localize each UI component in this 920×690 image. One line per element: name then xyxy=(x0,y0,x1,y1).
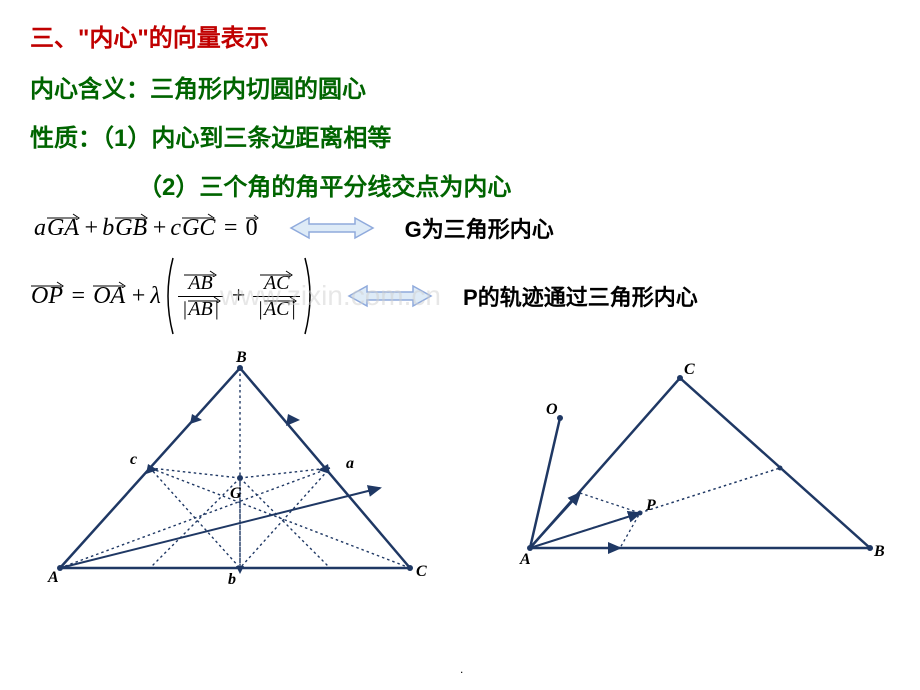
plus-frac: + xyxy=(230,283,246,310)
formula-row-2: OP = OA + λ AB |AB| + AC |AC| P的轨迹通过 xyxy=(30,256,890,336)
frac-AB: AB |AB| xyxy=(178,272,223,321)
label-A1: A xyxy=(47,569,59,586)
section-title: 三、"内心"的向量表示 xyxy=(30,18,890,53)
label-A2: A xyxy=(519,551,531,568)
eq-1: = xyxy=(222,215,238,242)
coef-c: c xyxy=(170,215,181,242)
label-B2: B xyxy=(873,543,885,560)
property-1: 性质：（1）内心到三条边距离相等 xyxy=(30,118,890,153)
result-1: G为三角形内心 xyxy=(405,212,554,244)
property-2: （2）三个角的角平分线交点为内心 xyxy=(138,167,890,202)
label-c: c xyxy=(130,451,137,468)
plus-3: + xyxy=(130,283,146,310)
vec-OA: OA xyxy=(93,283,125,310)
eq-2: = xyxy=(70,283,86,310)
diagrams-row: A B C G a b c A B C xyxy=(30,348,890,588)
label-C1: C xyxy=(416,563,427,580)
diagram-incenter: A B C G a b c xyxy=(30,348,450,588)
label-G: G xyxy=(230,485,242,502)
double-arrow-icon xyxy=(287,215,377,241)
prop1-text: （1）内心到三条边距离相等 xyxy=(102,125,391,152)
label-C2: C xyxy=(684,361,695,378)
frac-AC: AC |AC| xyxy=(253,272,300,321)
property-label: 性质： xyxy=(30,125,102,152)
vec-GA: GA xyxy=(47,215,79,242)
result-2: P的轨迹通过三角形内心 xyxy=(463,280,698,312)
vec-zero: 0 xyxy=(246,215,258,242)
footer-dot: . xyxy=(460,662,463,676)
label-O: O xyxy=(546,401,558,418)
formula-row-1: a GA + b GB + c GC = 0 G为三角形内心 xyxy=(30,212,890,244)
label-b: b xyxy=(228,571,236,588)
plus-1: + xyxy=(83,215,99,242)
coef-b: b xyxy=(102,215,114,242)
vec-OP: OP xyxy=(31,283,63,310)
formula-2: OP = OA + λ AB |AB| + AC |AC| xyxy=(30,256,317,336)
plus-2: + xyxy=(151,215,167,242)
diagram-locus: A B C O P xyxy=(500,348,890,568)
big-paren: AB |AB| + AC |AC| xyxy=(161,256,317,336)
formula-1: a GA + b GB + c GC = 0 xyxy=(34,215,259,242)
label-a: a xyxy=(346,455,354,472)
vec-GB: GB xyxy=(115,215,147,242)
meaning-line: 内心含义：三角形内切圆的圆心 xyxy=(30,69,890,104)
coef-a: a xyxy=(34,215,46,242)
double-arrow-icon-2 xyxy=(345,283,435,309)
lambda: λ xyxy=(150,283,160,310)
vec-GC: GC xyxy=(182,215,215,242)
label-B1: B xyxy=(235,349,247,366)
label-P: P xyxy=(645,497,656,514)
